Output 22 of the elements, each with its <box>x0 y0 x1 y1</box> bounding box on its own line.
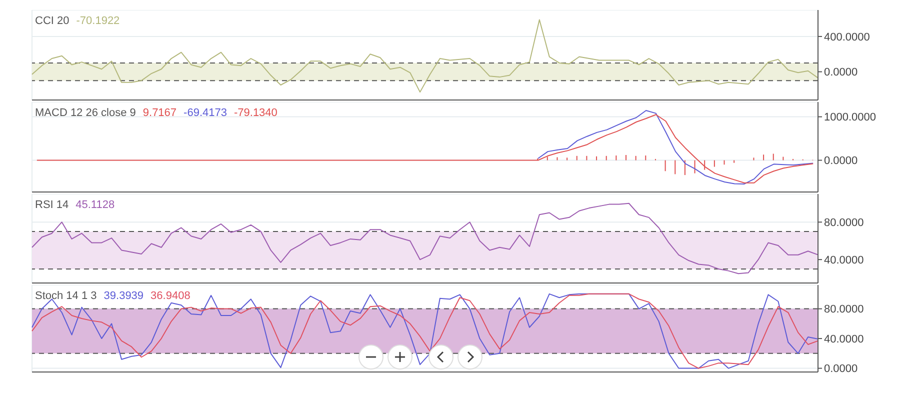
text: RSI 14 <box>35 199 69 211</box>
y-tick-label: 400.0000 <box>824 31 870 44</box>
line-series <box>537 110 814 184</box>
y-tick-label: 80.0000 <box>824 304 864 316</box>
text: CCI 20 <box>35 15 70 27</box>
y-tick-label: 1000.0000 <box>824 112 876 124</box>
chart-title: MACD 12 26 close 9 <box>35 107 136 119</box>
annotation: 9.7167 <box>142 107 177 119</box>
y-tick-label: 0.0000 <box>824 66 858 79</box>
annotation: 36.9408 <box>150 290 190 302</box>
annotation: 45.1128 <box>76 199 115 211</box>
y-tick-label: 40.0000 <box>824 254 864 266</box>
y-tick-label: 40.0000 <box>824 333 864 346</box>
annotation: -70.1922 <box>76 15 120 27</box>
chart-title: Stoch 14 1 3 <box>35 290 97 302</box>
annotation: 39.3939 <box>104 290 144 302</box>
y-tick-label: 0.0000 <box>824 155 858 168</box>
y-tick-label: 80.0000 <box>824 217 864 230</box>
y-tick-label: 0.0000 <box>824 363 858 376</box>
line-series <box>32 293 818 369</box>
annotation: -79.1340 <box>234 107 278 119</box>
annotation: -69.4173 <box>184 107 227 119</box>
